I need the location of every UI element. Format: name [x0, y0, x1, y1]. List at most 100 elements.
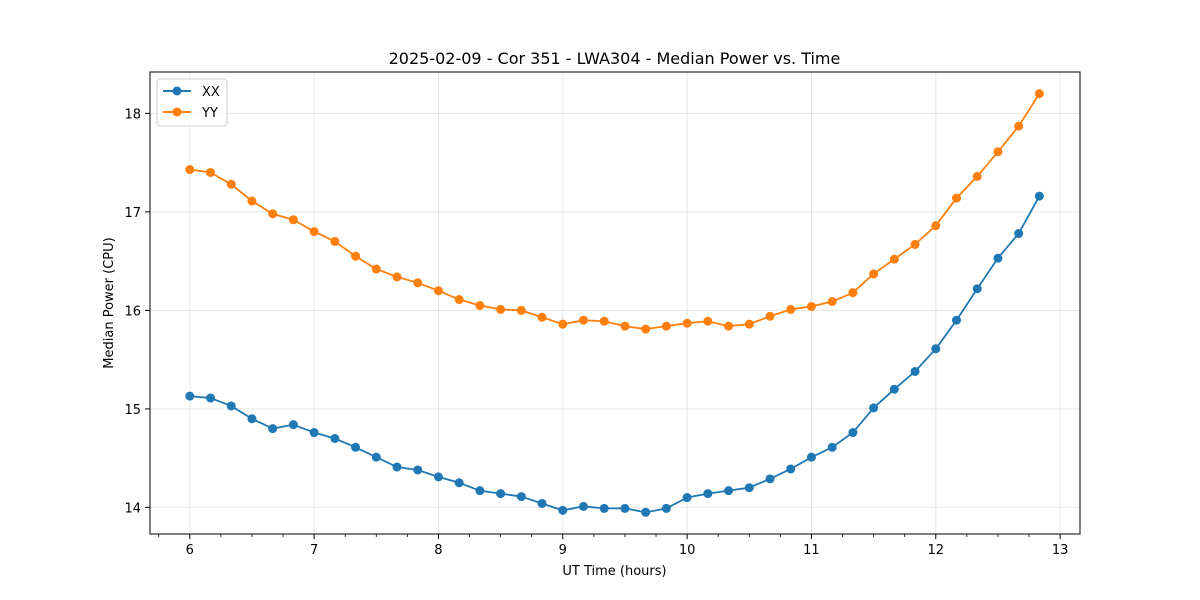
data-point-yy: [599, 316, 609, 326]
data-point-yy: [496, 304, 506, 314]
y-tick-label: 18: [124, 107, 141, 122]
x-tick-label: 10: [679, 543, 696, 558]
data-point-xx: [786, 464, 796, 474]
legend-marker-xx: [172, 86, 182, 96]
x-tick-label: 7: [310, 543, 318, 558]
data-point-yy: [579, 315, 589, 325]
data-point-xx: [433, 472, 443, 482]
y-tick-label: 14: [124, 501, 141, 516]
data-point-yy: [848, 288, 858, 298]
x-tick-label: 13: [1052, 543, 1069, 558]
data-point-xx: [806, 452, 816, 462]
data-point-xx: [952, 315, 961, 325]
data-point-yy: [475, 300, 485, 310]
data-point-yy: [371, 264, 381, 274]
data-point-xx: [869, 403, 879, 413]
data-point-xx: [931, 344, 941, 354]
data-point-yy: [309, 227, 319, 237]
data-point-xx: [703, 489, 713, 499]
data-point-xx: [413, 465, 423, 475]
data-point-xx: [848, 428, 858, 438]
data-point-yy: [703, 316, 713, 326]
data-point-xx: [993, 253, 1003, 263]
data-point-xx: [537, 498, 547, 508]
data-point-xx: [392, 462, 402, 472]
data-point-xx: [558, 505, 568, 515]
data-point-yy: [786, 304, 796, 314]
data-point-yy: [516, 305, 526, 315]
x-tick-label: 11: [803, 543, 820, 558]
data-point-yy: [537, 312, 547, 322]
data-point-yy: [806, 301, 816, 311]
series-yy: [185, 89, 1044, 334]
data-point-xx: [185, 391, 195, 401]
data-point-xx: [579, 501, 589, 511]
data-point-xx: [827, 442, 837, 452]
data-point-xx: [682, 493, 692, 503]
data-point-yy: [724, 321, 734, 331]
data-point-yy: [682, 318, 692, 328]
data-point-xx: [454, 478, 464, 488]
data-point-xx: [765, 474, 775, 484]
data-point-xx: [744, 483, 754, 493]
data-point-xx: [1014, 229, 1024, 239]
y-tick-label: 15: [124, 403, 141, 418]
data-point-xx: [972, 284, 982, 294]
data-point-yy: [641, 324, 651, 334]
data-point-yy: [392, 272, 402, 282]
legend-label-xx: XX: [202, 85, 220, 100]
data-point-yy: [744, 319, 754, 329]
data-point-yy: [558, 319, 568, 329]
data-point-xx: [724, 486, 734, 496]
y-axis-title: Median Power (CPU): [102, 237, 117, 368]
data-point-xx: [910, 366, 920, 376]
x-tick-label: 9: [559, 543, 567, 558]
data-point-xx: [661, 503, 671, 513]
data-point-yy: [1014, 121, 1024, 131]
data-point-yy: [620, 321, 630, 331]
data-point-xx: [1034, 191, 1044, 201]
data-point-yy: [247, 196, 257, 206]
data-point-yy: [827, 297, 837, 307]
data-point-yy: [889, 254, 899, 264]
data-point-yy: [765, 311, 775, 321]
data-point-xx: [206, 393, 216, 403]
data-point-xx: [351, 442, 361, 452]
y-tick-label: 17: [124, 206, 141, 221]
data-point-yy: [952, 193, 961, 203]
legend: XX YY: [156, 78, 228, 127]
data-point-yy: [268, 209, 278, 219]
series-layer: [185, 89, 1044, 517]
legend-label-yy: YY: [201, 106, 218, 121]
data-point-yy: [869, 269, 879, 279]
data-point-xx: [288, 420, 298, 430]
data-point-yy: [993, 147, 1003, 157]
data-point-xx: [599, 503, 609, 513]
data-point-yy: [433, 286, 443, 296]
x-tick-label: 8: [434, 543, 442, 558]
data-point-yy: [972, 171, 982, 181]
data-point-xx: [496, 489, 506, 499]
axis-ticks: 6 7 8 9 10 11 12 13 14 15 16 17 18: [124, 107, 1068, 558]
data-point-yy: [226, 179, 236, 189]
data-point-yy: [413, 278, 423, 288]
plot-area: [150, 72, 1080, 534]
data-point-yy: [661, 321, 671, 331]
series-xx: [185, 191, 1044, 517]
legend-marker-yy: [172, 107, 182, 117]
data-point-xx: [620, 503, 630, 513]
grid: [150, 72, 1080, 534]
data-point-yy: [288, 215, 298, 225]
data-point-yy: [1034, 89, 1044, 99]
data-point-xx: [475, 486, 485, 496]
data-point-xx: [268, 424, 278, 434]
x-tick-label: 12: [928, 543, 945, 558]
data-point-yy: [351, 251, 361, 261]
data-point-yy: [185, 165, 195, 175]
data-point-xx: [330, 433, 340, 443]
data-point-xx: [371, 452, 381, 462]
x-axis-title: UT Time (hours): [562, 564, 666, 579]
data-point-xx: [309, 428, 319, 438]
data-point-xx: [516, 492, 526, 502]
